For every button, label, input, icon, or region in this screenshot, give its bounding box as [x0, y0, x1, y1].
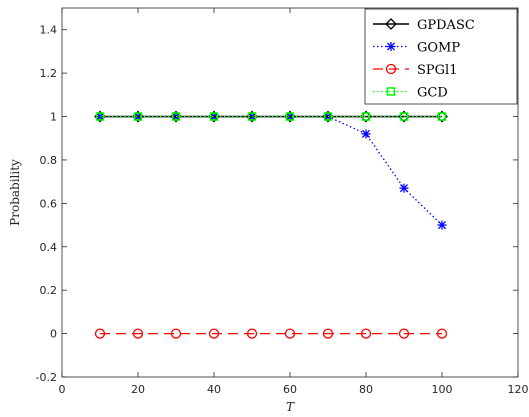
legend-label: GOMP — [417, 41, 460, 56]
data-point-asterisk — [361, 129, 371, 139]
y-tick-label: 0.8 — [40, 154, 58, 167]
data-point-square — [437, 112, 447, 121]
data-point-square — [209, 112, 219, 121]
y-tick-label: 1.2 — [40, 67, 58, 80]
data-point-asterisk — [437, 220, 447, 230]
x-tick-label: 100 — [432, 383, 453, 396]
data-point-square — [399, 112, 409, 121]
data-point-square — [171, 112, 181, 121]
asterisk-stroke — [386, 42, 396, 51]
data-point-circle — [170, 328, 182, 339]
data-point-circle — [322, 328, 334, 339]
data-point-circle — [208, 328, 220, 339]
asterisk-stroke — [399, 184, 409, 193]
plot-border — [61, 7, 519, 378]
data-point-square — [133, 112, 143, 121]
legend-item: SPGl1 — [373, 63, 457, 78]
axis-ticks: 0 20 40 60 80 100 120-0.200.20.40.60.811.21.4 — [36, 8, 529, 396]
series-layer — [94, 110, 448, 339]
y-tick-label: 0.4 — [40, 241, 58, 254]
data-point-circle — [246, 328, 258, 339]
x-tick-label: 40 — [207, 383, 221, 396]
asterisk-stroke — [437, 220, 447, 230]
data-point-circle — [436, 328, 448, 339]
data-point-square — [285, 112, 295, 121]
legend-item: GOMP — [373, 41, 460, 56]
data-point-circle — [398, 328, 410, 339]
legend-item: GCD — [373, 86, 448, 101]
data-point-asterisk — [399, 183, 409, 193]
y-tick-label: 1.4 — [40, 24, 58, 37]
data-point-diamond — [385, 18, 397, 30]
legend-item: GPDASC — [373, 18, 475, 33]
data-point-circle — [360, 328, 372, 339]
data-point-circle — [132, 328, 144, 339]
legend-label: SPGl1 — [417, 63, 457, 78]
legend-label: GCD — [417, 86, 448, 101]
data-point-square — [361, 112, 371, 121]
x-tick-label: 80 — [359, 383, 373, 396]
y-tick-label: -0.2 — [36, 371, 57, 384]
series-spgl1 — [94, 328, 448, 339]
series-gcd — [95, 112, 447, 121]
x-tick-label: 20 — [131, 383, 145, 396]
legend: GPDASC GOMP SPGl1 GCD — [364, 8, 518, 105]
data-point-square — [247, 112, 257, 121]
y-tick-label: 0 — [50, 328, 57, 341]
y-tick-label: 0.2 — [40, 284, 58, 297]
asterisk-stroke — [361, 129, 371, 138]
x-tick-label: 0 — [59, 383, 66, 396]
y-tick-label: 1 — [50, 111, 57, 124]
y-tick-label: 0.6 — [40, 197, 58, 210]
data-point-asterisk — [386, 42, 396, 51]
data-point-square — [323, 112, 333, 121]
data-point-circle — [94, 328, 106, 339]
plot-frame — [61, 7, 519, 378]
data-point-square — [95, 112, 105, 121]
data-point-square — [386, 87, 396, 96]
data-point-circle — [385, 63, 397, 75]
data-point-circle — [284, 328, 296, 339]
legend-label: GPDASC — [417, 18, 475, 33]
y-axis-label: Probability — [8, 159, 22, 226]
x-axis-label: T — [286, 400, 295, 414]
x-tick-label: 120 — [508, 383, 529, 396]
x-tick-label: 60 — [283, 383, 297, 396]
